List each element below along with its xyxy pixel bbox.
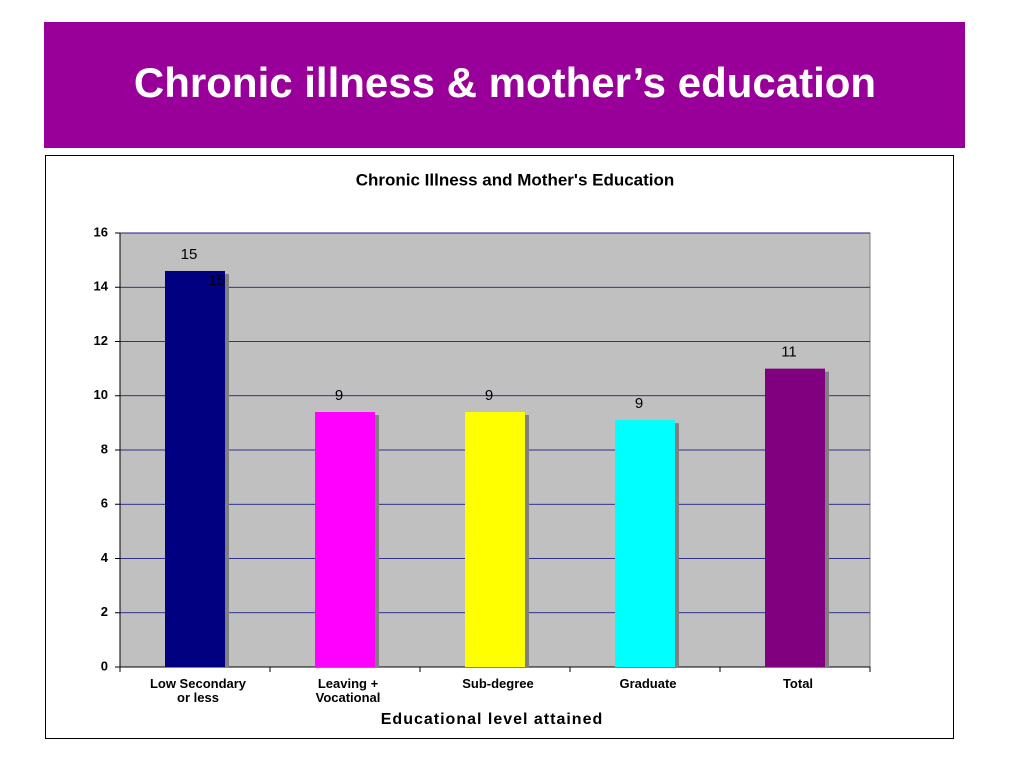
annotation: 15 <box>209 272 226 289</box>
x-tick-label: Sub-degree <box>462 676 534 691</box>
y-tick-label: 12 <box>94 333 108 348</box>
y-tick-label: 4 <box>101 550 109 565</box>
value-label: 9 <box>635 395 643 412</box>
y-tick-label: 2 <box>101 604 108 619</box>
y-tick-label: 14 <box>94 279 109 294</box>
x-tick-label: Low Secondary or less <box>149 676 247 705</box>
bar <box>165 270 225 667</box>
y-tick-label: 16 <box>94 224 108 239</box>
value-label: 15 <box>181 246 198 263</box>
x-axis-title: Educational level attained <box>381 711 604 728</box>
x-tick-label: Graduate <box>619 676 677 691</box>
slide-title: Chronic illness & mother’s education <box>134 59 876 106</box>
value-label: 9 <box>335 387 343 404</box>
x-tick-label: Total <box>782 676 814 691</box>
x-tick-label: Leaving + Vocational <box>315 676 381 705</box>
y-tick-label: 8 <box>101 441 108 456</box>
value-label: 11 <box>781 344 797 361</box>
y-tick-label: 6 <box>101 496 108 511</box>
y-tick-label: 10 <box>94 387 108 402</box>
bar <box>465 412 525 667</box>
chart-title: Chronic Illness and Mother's Education <box>356 170 675 189</box>
bar <box>315 412 375 667</box>
bar <box>615 420 675 667</box>
bar <box>765 368 825 667</box>
value-label: 9 <box>485 387 493 404</box>
header-band <box>44 22 965 148</box>
y-tick-label: 0 <box>101 658 108 673</box>
